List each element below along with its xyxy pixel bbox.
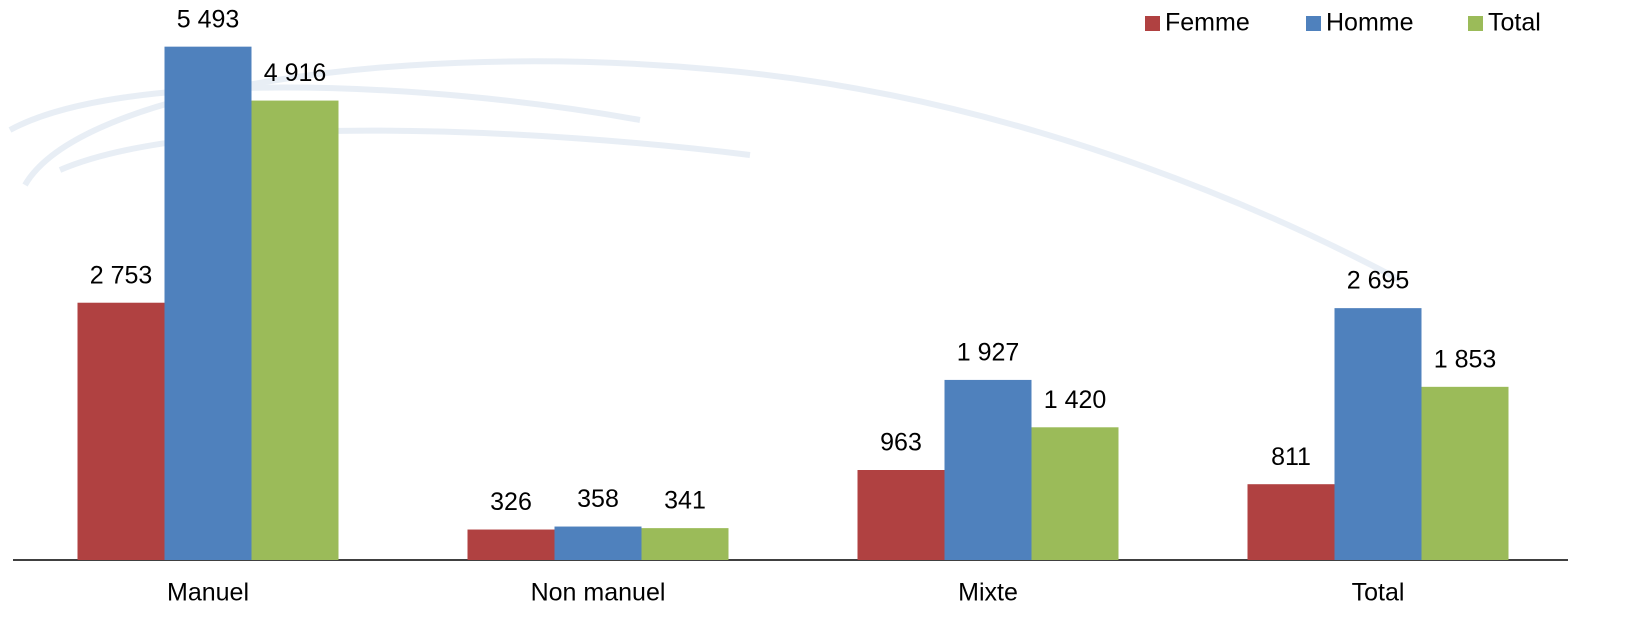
bar — [251, 100, 339, 560]
data-label: 358 — [577, 485, 619, 513]
background-swoosh — [8, 58, 1402, 283]
data-label: 341 — [664, 487, 706, 515]
bar — [164, 46, 252, 561]
data-label: 1 927 — [957, 339, 1020, 367]
data-label: 4 916 — [264, 59, 327, 87]
data-label: 2 695 — [1347, 267, 1410, 295]
bar — [1247, 484, 1335, 560]
data-label: 5 493 — [177, 5, 240, 33]
bar — [1031, 427, 1119, 560]
bar — [77, 302, 165, 560]
x-tick-label: Non manuel — [531, 579, 666, 607]
bar — [1334, 308, 1422, 560]
x-tick-label: Manuel — [167, 579, 249, 607]
x-tick-label: Mixte — [958, 579, 1018, 607]
legend-label: Total — [1488, 9, 1541, 37]
legend-swatch — [1468, 16, 1483, 31]
bar — [641, 528, 729, 560]
data-label: 811 — [1271, 443, 1311, 471]
bar — [554, 526, 642, 560]
x-tick-label: Total — [1352, 579, 1405, 607]
legend-swatch — [1145, 16, 1160, 31]
data-label: 1 420 — [1044, 386, 1107, 414]
legend-swatch — [1306, 16, 1321, 31]
bar — [944, 379, 1032, 560]
data-label: 963 — [880, 429, 922, 457]
bar — [467, 529, 555, 560]
data-label: 1 853 — [1434, 345, 1497, 373]
bar — [857, 470, 945, 560]
legend-label: Homme — [1326, 9, 1414, 37]
data-label: 326 — [490, 488, 532, 516]
bar — [1421, 386, 1509, 560]
data-label: 2 753 — [90, 261, 153, 289]
legend-label: Femme — [1165, 9, 1250, 37]
